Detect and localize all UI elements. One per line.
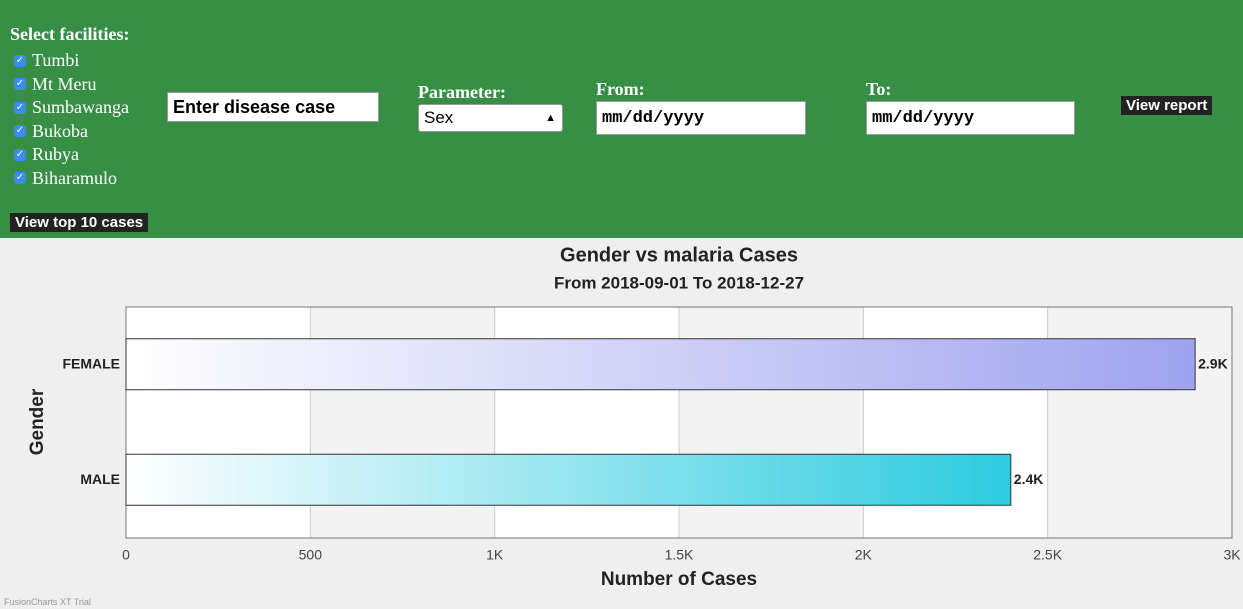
facility-option[interactable]: ✓ Sumbawanga bbox=[14, 97, 129, 118]
category-label: MALE bbox=[80, 471, 120, 487]
checkbox[interactable]: ✓ bbox=[14, 101, 26, 114]
checkbox[interactable]: ✓ bbox=[14, 78, 26, 90]
checkbox[interactable]: ✓ bbox=[14, 172, 26, 184]
x-tick-label: 0 bbox=[122, 547, 130, 563]
facility-option[interactable]: ✓ Biharamulo bbox=[14, 168, 117, 189]
facility-name: Tumbi bbox=[32, 50, 80, 70]
checkbox[interactable]: ✓ bbox=[14, 125, 26, 137]
facility-option[interactable]: ✓ Tumbi bbox=[14, 50, 79, 71]
view-report-button[interactable]: View report bbox=[1121, 96, 1213, 115]
value-label: 2.9K bbox=[1198, 355, 1228, 371]
top-cases-button[interactable]: View top 10 cases bbox=[10, 213, 149, 232]
footer: FusionCharts XT Trial bbox=[4, 597, 91, 607]
facilities-label: Select facilities: bbox=[10, 24, 130, 44]
checkbox[interactable]: ✓ bbox=[14, 54, 26, 67]
x-tick-label: 2K bbox=[855, 547, 873, 563]
facility-name: Sumbawanga bbox=[32, 97, 129, 117]
filter-panel: Select facilities: ✓ Tumbi ✓ Mt Meru ✓ Sumbaw… bbox=[0, 0, 1243, 238]
category-label: FEMALE bbox=[62, 355, 120, 371]
y-axis-label: Gender bbox=[27, 388, 48, 455]
value-label: 2.4K bbox=[1014, 471, 1044, 487]
facility-name: Mt Meru bbox=[32, 73, 97, 94]
x-tick-label: 2.5K bbox=[1033, 547, 1062, 563]
to-label: To: bbox=[866, 79, 892, 99]
from-date-input[interactable]: mm/dd/yyyy bbox=[596, 101, 806, 135]
facility-option[interactable]: ✓ Rubya bbox=[14, 144, 79, 165]
chart: Gender vs malaria Cases From 2018-09-01 … bbox=[27, 244, 1241, 590]
parameter-select[interactable]: Sex ▲ bbox=[418, 104, 563, 132]
facility-name: Bukoba bbox=[32, 120, 88, 141]
from-label: From: bbox=[596, 79, 645, 99]
facility-name: Rubya bbox=[32, 144, 79, 164]
facility-option[interactable]: ✓ Mt Meru bbox=[14, 74, 97, 95]
to-date-input[interactable]: mm/dd/yyyy bbox=[866, 101, 1075, 135]
checkbox[interactable]: ✓ bbox=[14, 148, 26, 161]
x-axis-label: Number of Cases bbox=[601, 569, 757, 590]
facility-name: Biharamulo bbox=[32, 167, 117, 188]
bar bbox=[125, 453, 1012, 506]
plot-border bbox=[125, 306, 1233, 539]
parameter-value: Sex bbox=[424, 108, 454, 127]
x-tick-label: 1K bbox=[486, 547, 504, 563]
x-tick-label: 500 bbox=[299, 547, 323, 563]
chart-subtitle: From 2018-09-01 To 2018-12-27 bbox=[554, 273, 804, 292]
x-tick-label: 1.5K bbox=[665, 547, 694, 563]
facility-option[interactable]: ✓ Bukoba bbox=[14, 121, 88, 142]
parameter-label: Parameter: bbox=[418, 82, 506, 102]
disease-input[interactable]: Enter disease case bbox=[167, 92, 379, 122]
chart-title: Gender vs malaria Cases bbox=[560, 244, 798, 266]
select-arrows: ▲ bbox=[545, 112, 556, 124]
bar bbox=[125, 338, 1196, 391]
x-tick-label: 3K bbox=[1223, 547, 1241, 563]
